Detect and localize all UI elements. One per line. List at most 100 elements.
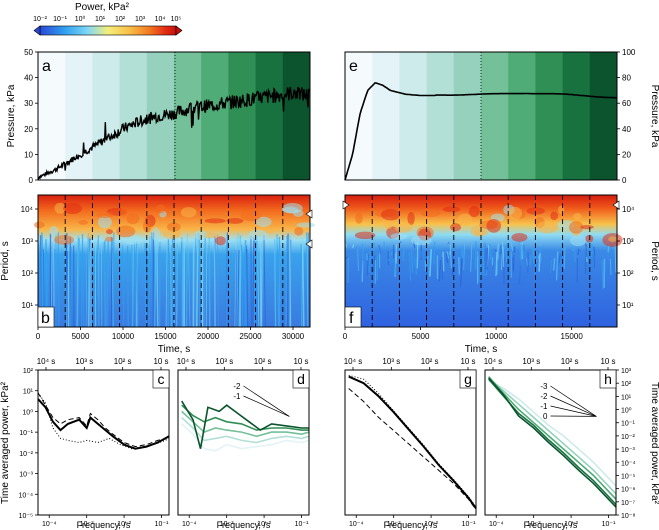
texture-blob — [156, 204, 166, 214]
top-tick-label: 10² s — [561, 357, 579, 366]
texture-streak — [239, 250, 242, 328]
texture-blob — [568, 221, 584, 234]
panel-b-texture — [33, 202, 316, 328]
texture-streak — [451, 246, 455, 252]
freq-tick-label: 10⁻⁴ — [489, 521, 504, 528]
texture-streak — [510, 241, 514, 251]
spectrum-panel-d: 10⁴ s 10³ s 10² s 10 s 10⁻⁴ 10⁻³ 10⁻² 10⁻¹ Frequ… — [177, 357, 310, 530]
texture-streak — [85, 235, 88, 328]
texture-streak — [556, 257, 559, 267]
texture-streak — [438, 260, 442, 282]
texture-streak — [427, 253, 430, 280]
texture-blob — [240, 210, 261, 222]
texture-blob — [116, 225, 136, 238]
panel-letter: d — [297, 371, 305, 387]
ytick-label: 10³ — [21, 237, 33, 246]
panel-b-yticks: 10¹ 10² 10³ 10⁴ — [21, 205, 38, 310]
freq-tick-label: 10⁻⁴ — [42, 521, 57, 528]
slope-line — [550, 395, 597, 417]
panel-f: f 10¹ 10² 10³ 10⁴ 0 5000 10000 15000 Period, s… — [342, 194, 659, 355]
freq-xlabel: Frequency, /s — [77, 520, 131, 530]
freq-tick-label: 10⁻¹ — [602, 521, 616, 528]
texture-streak — [445, 253, 449, 263]
xtick-label: 5000 — [72, 332, 90, 341]
texture-streak — [558, 253, 561, 264]
texture-streak — [97, 240, 100, 328]
texture-streak — [442, 251, 445, 272]
texture-streak — [152, 232, 155, 328]
texture-blob — [104, 236, 114, 242]
ytick-label: 10² — [622, 269, 634, 278]
top-tick-label: 10 s — [600, 357, 615, 366]
panel-a-ylabel: Pressure, kPa — [6, 84, 17, 147]
ytick-label: 10⁴ — [622, 205, 635, 214]
band — [119, 52, 148, 180]
texture-streak — [477, 256, 479, 285]
texture-streak — [501, 241, 504, 270]
texture-streak — [390, 251, 393, 256]
texture-streak — [420, 250, 423, 259]
panel-e-bands — [345, 52, 618, 180]
xtick-label: 5000 — [412, 332, 430, 341]
texture-streak — [537, 255, 540, 259]
panel-b: b 10¹ 10² 10³ 10⁴ 0 5000 10000 15000 20000 25000… — [0, 194, 316, 355]
freq-tick-label: 10⁻³ — [527, 521, 541, 528]
texture-streak — [426, 255, 429, 267]
band — [426, 52, 455, 180]
texture-streak — [64, 233, 67, 328]
band — [372, 52, 400, 180]
spectrum-panel-h: 10⁴ s 10³ s 10² s 10 s 10⁻⁴ 10⁻³ 10⁻² 10⁻¹ Frequ… — [484, 357, 636, 530]
texture-streak — [225, 240, 228, 328]
texture-streak — [148, 236, 151, 328]
texture-streak — [413, 255, 416, 268]
texture-streak — [86, 233, 89, 328]
top-tick-label: 10⁴ s — [344, 357, 363, 366]
panel-e-yticks: 0 20 40 60 80 100 — [617, 48, 636, 185]
texture-blob — [526, 207, 545, 215]
texture-streak — [273, 239, 277, 328]
slope-line — [550, 385, 597, 417]
xtick-label: 10000 — [112, 332, 135, 341]
panel-f-ylabel: Period, s — [649, 241, 659, 280]
texture-blob — [473, 229, 489, 236]
band — [562, 52, 591, 180]
colorbar-tick-6: 10⁴ — [155, 16, 166, 23]
texture-streak — [366, 254, 369, 276]
texture-blob — [296, 222, 316, 228]
texture-streak — [122, 244, 125, 328]
freq-tick-label: 10⁻² — [424, 521, 438, 528]
spectrum-line-w2 — [488, 377, 617, 495]
texture-streak — [373, 255, 376, 273]
spectrum-line-solid — [37, 398, 170, 450]
texture-blob — [96, 211, 114, 219]
top-tick-label: 10² s — [114, 357, 132, 366]
texture-streak — [240, 244, 244, 328]
ytick-label: 30 — [24, 99, 33, 108]
top-tick-label: 10 s — [153, 357, 168, 366]
band — [38, 52, 66, 180]
panel-a-pressure-line — [37, 86, 311, 180]
texture-streak — [131, 244, 134, 328]
slope-label: -1 — [233, 392, 241, 401]
panel-b-marker-high — [305, 209, 313, 219]
colorbar-tick-7: 10⁵ — [171, 16, 182, 23]
texture-streak — [213, 237, 216, 328]
freq-xlabel: Frequency, /s — [217, 520, 271, 530]
ytick-label: 60 — [622, 99, 631, 108]
ytick-label: 10⁻⁷ — [621, 500, 635, 507]
band — [589, 52, 618, 180]
texture-streak — [519, 259, 521, 285]
letter-box — [599, 369, 617, 389]
texture-streak — [172, 237, 175, 328]
ytick-label: 80 — [622, 74, 631, 83]
panel-f-letter: f — [349, 310, 354, 327]
freq-tick-label: 10⁻¹ — [155, 521, 169, 528]
texture-blob — [194, 230, 207, 241]
texture-streak — [259, 235, 262, 328]
texture-streak — [410, 248, 414, 273]
texture-blob — [420, 209, 441, 218]
texture-blob — [78, 220, 88, 225]
spectrum-line-dashed — [348, 388, 477, 510]
top-tick-label: 10⁴ s — [177, 357, 196, 366]
texture-blob — [63, 203, 83, 215]
